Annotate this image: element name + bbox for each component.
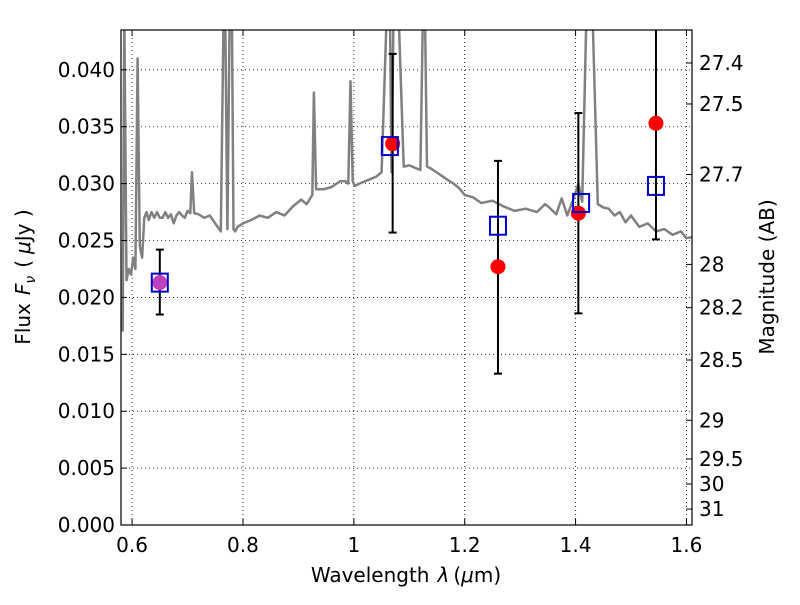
y2-tick-label: 28.5 <box>699 348 744 372</box>
y-axis-title-symbol: F <box>11 283 35 295</box>
y-tick-label: 0.040 <box>58 58 115 82</box>
y2-tick-label: 28.2 <box>699 296 744 320</box>
y-tick-label: 0.035 <box>58 115 115 139</box>
y-tick-label: 0.005 <box>58 456 115 480</box>
x-tick-label: 1.2 <box>449 533 481 557</box>
y2-tick-label: 28 <box>699 252 724 276</box>
x-axis-title-unit-mu: μ <box>460 563 474 587</box>
errorbar-layer <box>150 30 665 375</box>
model-photometry-square <box>150 272 169 293</box>
x-tick-label: 1.6 <box>671 533 703 557</box>
model-photometry-square <box>572 192 591 213</box>
x-tick-label: 1.4 <box>560 533 592 557</box>
x-axis-title-unit-open: ( <box>453 563 461 587</box>
x-axis-title: Wavelength λ (μm) <box>311 563 501 587</box>
y-axis-title-unit-open: ( <box>11 260 35 268</box>
plot-background <box>121 30 692 525</box>
model-spectrum-line <box>121 30 692 332</box>
y-axis-title: Flux Fν ( μJy ) <box>11 209 39 344</box>
y2-tick-label: 27.7 <box>699 163 744 187</box>
x-axis-title-unit-rest: m) <box>474 563 501 587</box>
x-tick-label: 0.8 <box>227 533 259 557</box>
model-photometry-square <box>646 175 665 196</box>
y-tick-label: 0.030 <box>58 172 115 196</box>
y2-tick-label: 31 <box>699 497 724 521</box>
y2-axis-title: Magnitude (AB) <box>755 199 779 354</box>
y2-tick-label: 27.4 <box>699 51 744 75</box>
y2-tick-label: 29.5 <box>699 447 744 471</box>
y-axis-title-unit-mu: μ <box>11 241 35 255</box>
observed-flux-point <box>490 259 506 275</box>
x-axis-title-prefix: Wavelength <box>311 563 430 587</box>
observed-flux-point <box>648 115 664 131</box>
y-tick-label: 0.025 <box>58 229 115 253</box>
series-layer <box>121 30 692 332</box>
x-axis-title-symbol: λ <box>436 563 449 587</box>
y-axis-title-prefix: Flux <box>11 303 35 345</box>
model-photometry-square <box>488 215 507 236</box>
y-tick-label: 0.015 <box>58 342 115 366</box>
y2-tick-label: 27.5 <box>699 92 744 116</box>
grid-lines <box>121 30 692 526</box>
model-photometry-square <box>380 136 399 157</box>
y-ticks: 0.000 0.005 0.010 0.015 0.020 0.025 0.030 0.035… <box>58 58 127 537</box>
x-tick-label: 1 <box>347 533 360 557</box>
y2-tick-label: 30 <box>699 472 724 496</box>
y-tick-label: 0.000 <box>58 513 115 537</box>
y-axis-title-unit-rest: Jy ) <box>11 209 35 243</box>
observed-flux-point <box>385 136 401 152</box>
observed-flux-point <box>570 205 586 221</box>
y2-tick-label: 29 <box>699 408 724 432</box>
y-tick-label: 0.010 <box>58 399 115 423</box>
y-tick-label: 0.020 <box>58 285 115 309</box>
x-tick-label: 0.6 <box>116 533 148 557</box>
observed-flux-point <box>152 275 168 291</box>
plot-frame <box>120 29 693 526</box>
y-axis-title-sub: ν <box>23 276 39 284</box>
x-ticks: 0.6 0.8 1 1.2 1.4 1.6 <box>116 30 702 557</box>
